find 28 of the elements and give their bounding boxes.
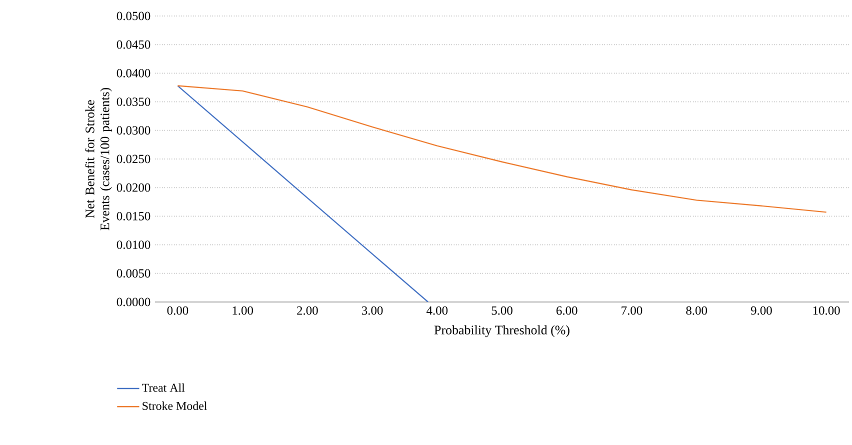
y-tick-label: 0.0000	[116, 298, 150, 306]
x-tick-label: 6.00	[556, 306, 578, 315]
x-tick-label: 4.00	[426, 306, 448, 315]
y-tick-label: 0.0150	[116, 212, 150, 220]
legend-label: Stroke Model	[142, 402, 208, 410]
y-tick-label: 0.0300	[116, 126, 150, 135]
x-axis-title: Probability Threshold (%)	[434, 325, 570, 338]
y-tick-label: 0.0450	[116, 40, 150, 49]
y-tick-label: 0.0500	[116, 12, 150, 20]
y-tick-label: 0.0250	[116, 154, 150, 164]
y-tick-label: 0.0350	[116, 98, 150, 106]
x-tick-label: 7.00	[622, 306, 642, 315]
line-series	[177, 85, 827, 213]
x-tick-label: 3.00	[362, 306, 383, 315]
x-tick-label: 1.00	[232, 306, 253, 315]
x-tick-label: 5.00	[492, 306, 512, 315]
y-axis-title: Net Benefit for Stroke Events (cases/100 patients)	[85, 88, 112, 230]
y-tick-label: 0.0200	[116, 183, 150, 192]
y-tick-label: 0.0400	[116, 68, 150, 78]
y-tick-label: 0.0100	[116, 240, 150, 250]
x-tick-label: 10.00	[813, 306, 840, 315]
x-tick-label: 8.00	[686, 306, 708, 315]
line-series	[177, 85, 429, 302]
legend-label: Treat All	[142, 383, 185, 392]
x-tick-label: 0.00	[167, 306, 188, 315]
x-tick-label: 9.00	[750, 306, 772, 315]
y-tick-label: 0.0050	[116, 269, 150, 278]
x-tick-label: 2.00	[297, 306, 318, 315]
